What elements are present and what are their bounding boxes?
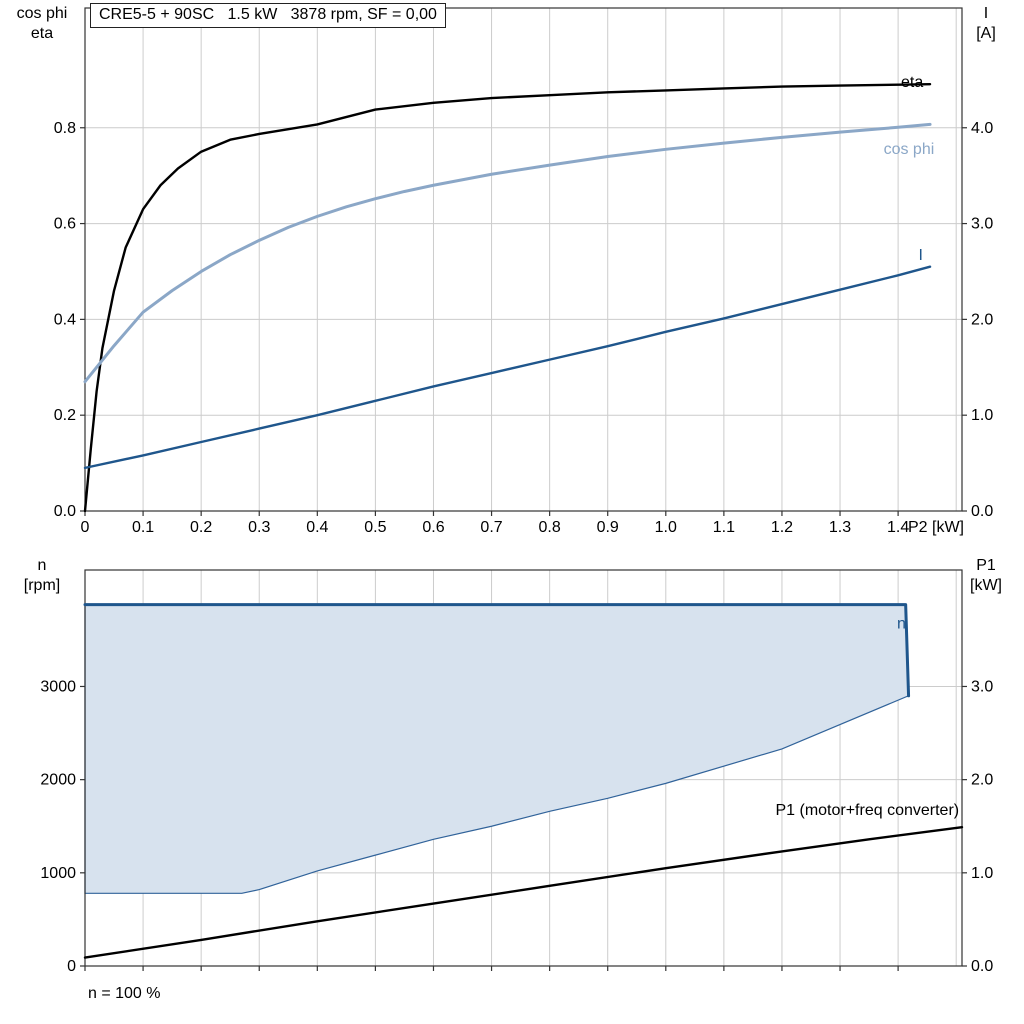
svg-text:0.2: 0.2 — [190, 519, 212, 536]
svg-text:0.4: 0.4 — [54, 311, 76, 328]
svg-text:0.5: 0.5 — [364, 519, 386, 536]
svg-text:3.0: 3.0 — [971, 216, 993, 233]
svg-text:P1 (motor+freq converter): P1 (motor+freq converter) — [775, 802, 959, 819]
bottom-chart-left-axis-title: n [rpm] — [0, 556, 84, 596]
svg-text:0: 0 — [81, 519, 90, 536]
svg-text:n: n — [897, 616, 906, 633]
bottom-chart-right-axis-title: P1 [kW] — [944, 556, 1024, 596]
svg-text:1.3: 1.3 — [829, 519, 851, 536]
svg-text:I: I — [918, 247, 922, 264]
svg-text:1.2: 1.2 — [771, 519, 793, 536]
svg-text:1.0: 1.0 — [971, 865, 993, 882]
svg-text:0.7: 0.7 — [480, 519, 502, 536]
svg-text:0: 0 — [67, 958, 76, 975]
speed-footnote: n = 100 % — [88, 985, 161, 1002]
svg-text:0.0: 0.0 — [971, 503, 993, 520]
svg-text:P2 [kW]: P2 [kW] — [908, 519, 964, 536]
svg-text:0.9: 0.9 — [597, 519, 619, 536]
svg-text:2.0: 2.0 — [971, 311, 993, 328]
svg-text:0.4: 0.4 — [306, 519, 328, 536]
svg-text:4.0: 4.0 — [971, 120, 993, 137]
svg-text:0.8: 0.8 — [54, 120, 76, 137]
left-axis-title-eta: eta — [30, 25, 54, 42]
right-axis-title-power-unit: [kW] — [970, 577, 1002, 594]
right-axis-title-current-unit: [A] — [976, 25, 996, 42]
efficiency-chart-svg: 0 0.1 0.2 0.3 0.4 0.5 0.6 0.7 0.8 0.9 1.0 1.1 1.2 1.3… — [54, 7, 993, 536]
chart-title-box: CRE5-5 + 90SC 1.5 kW 3878 rpm, SF = 0,00 — [90, 3, 446, 28]
svg-text:0.1: 0.1 — [132, 519, 154, 536]
speed-power-chart-svg: 0 1000 2000 3000 0.0 1.0 2.0 3.0 n P1 (motor+freq… — [40, 569, 993, 975]
left-axis-title-cos-phi: cos phi — [16, 5, 68, 22]
svg-text:2000: 2000 — [40, 772, 76, 789]
top-chart-right-axis-title: I [A] — [944, 4, 1024, 44]
svg-text:1.4: 1.4 — [887, 519, 909, 536]
svg-text:eta: eta — [901, 74, 923, 91]
svg-text:0.6: 0.6 — [422, 519, 444, 536]
left-axis-title-speed: n — [37, 557, 47, 574]
svg-text:0.0: 0.0 — [971, 958, 993, 975]
right-axis-title-power: P1 — [976, 557, 996, 574]
top-chart-left-axis-title: cos phi eta — [0, 4, 84, 44]
left-axis-title-speed-unit: [rpm] — [23, 577, 61, 594]
svg-text:2.0: 2.0 — [971, 772, 993, 789]
svg-text:0.6: 0.6 — [54, 216, 76, 233]
svg-text:cos phi: cos phi — [884, 141, 935, 158]
svg-text:0.0: 0.0 — [54, 503, 76, 520]
svg-text:1.1: 1.1 — [713, 519, 735, 536]
svg-text:0.8: 0.8 — [539, 519, 561, 536]
svg-text:1.0: 1.0 — [971, 407, 993, 424]
svg-text:0.2: 0.2 — [54, 407, 76, 424]
svg-text:3000: 3000 — [40, 678, 76, 695]
right-axis-title-current: I — [983, 5, 989, 22]
svg-text:1000: 1000 — [40, 865, 76, 882]
svg-text:1.0: 1.0 — [655, 519, 677, 536]
svg-text:3.0: 3.0 — [971, 678, 993, 695]
svg-text:0.3: 0.3 — [248, 519, 270, 536]
